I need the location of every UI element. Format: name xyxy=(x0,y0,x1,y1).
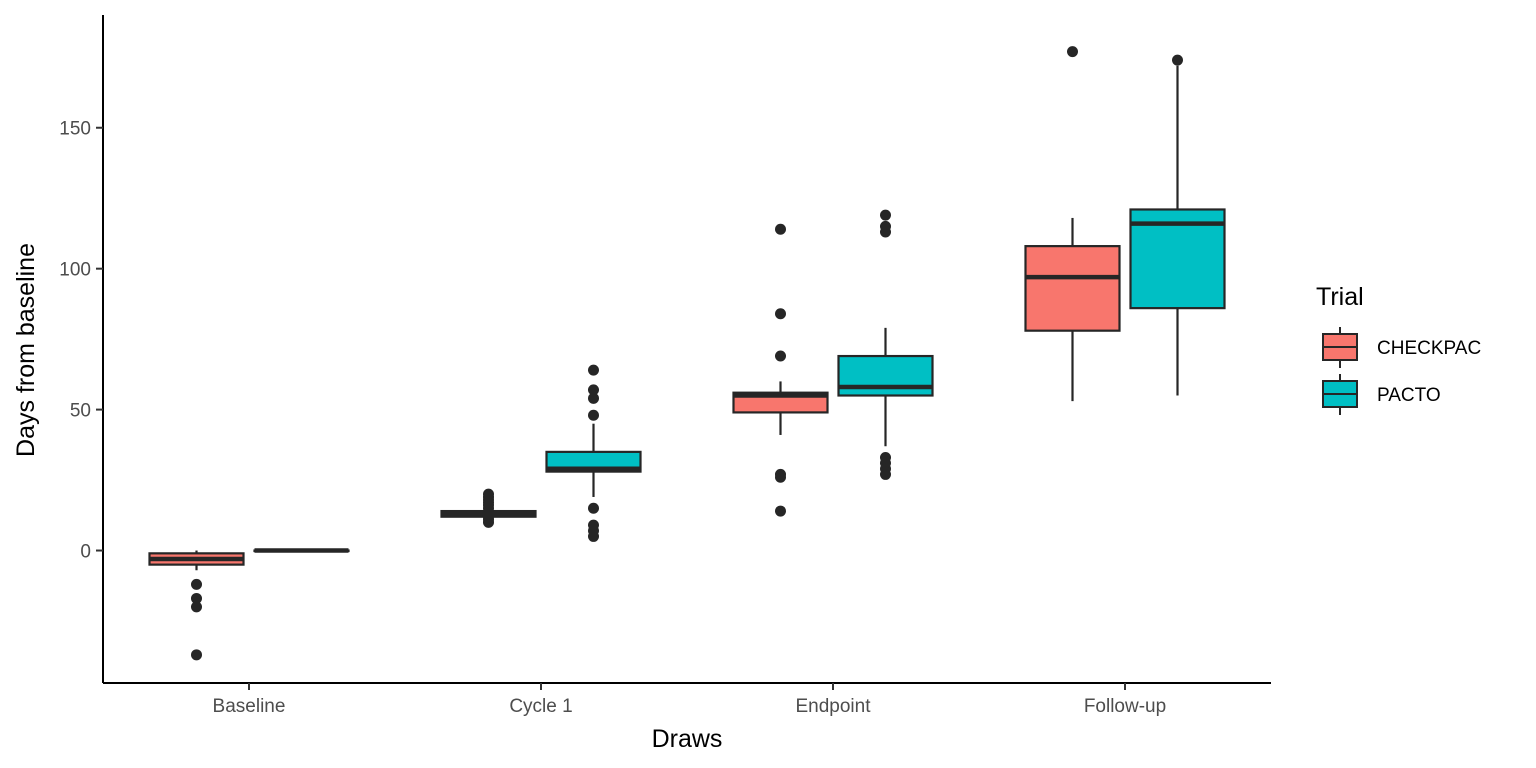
outlier-point xyxy=(588,392,599,404)
outlier-point xyxy=(880,452,891,464)
x-axis: Baseline Cycle 1 Endpoint Follow-up xyxy=(103,682,1271,717)
outlier-point xyxy=(775,308,786,320)
iqr-box xyxy=(1024,245,1121,332)
box-pacto-cycle-1 xyxy=(545,364,642,542)
legend-title: Trial xyxy=(1316,283,1364,311)
y-tick-label: 50 xyxy=(70,401,91,422)
outlier-point xyxy=(880,209,891,221)
outlier-point xyxy=(1067,46,1078,58)
iqr-box xyxy=(1129,208,1226,310)
outlier-point xyxy=(588,502,599,514)
outlier-point xyxy=(588,519,599,531)
outlier-point xyxy=(191,592,202,604)
box-checkpac-baseline xyxy=(148,550,245,661)
x-tick-label: Follow-up xyxy=(1084,696,1166,717)
outlier-point xyxy=(588,384,599,396)
outlier-point xyxy=(1172,54,1183,66)
x-tick-label: Cycle 1 xyxy=(509,696,572,717)
box-checkpac-endpoint xyxy=(732,223,829,517)
box-pacto-endpoint xyxy=(837,209,934,480)
legend-label: CHECKPAC xyxy=(1377,338,1481,359)
outlier-point xyxy=(880,220,891,232)
x-tick-label: Baseline xyxy=(213,696,286,717)
outlier-point xyxy=(588,364,599,376)
legend-label: PACTO xyxy=(1377,385,1441,406)
box-checkpac-follow-up xyxy=(1024,46,1121,402)
x-axis-title: Draws xyxy=(652,725,723,753)
outlier-point xyxy=(191,601,202,613)
legend: Trial CHECKPAC PACTO xyxy=(1316,283,1481,415)
outlier-point xyxy=(191,578,202,590)
y-tick-label: 100 xyxy=(59,260,91,281)
y-tick-label: 150 xyxy=(59,119,91,140)
outlier-point xyxy=(483,511,494,523)
outlier-point xyxy=(191,649,202,661)
outlier-point xyxy=(775,468,786,480)
legend-item-pacto: PACTO xyxy=(1322,374,1441,415)
iqr-box xyxy=(837,354,934,397)
outlier-point xyxy=(775,505,786,517)
x-tick-label: Endpoint xyxy=(795,696,871,717)
outlier-point xyxy=(483,488,494,500)
box-pacto-follow-up xyxy=(1129,54,1226,396)
y-axis: 0 50 100 150 xyxy=(59,15,104,683)
outlier-point xyxy=(775,350,786,362)
outlier-point xyxy=(588,409,599,421)
y-axis-title: Days from baseline xyxy=(12,243,40,457)
box-pacto-baseline xyxy=(253,548,350,553)
y-tick-label: 0 xyxy=(80,542,91,563)
outlier-point xyxy=(775,223,786,235)
legend-item-checkpac: CHECKPAC xyxy=(1322,327,1481,368)
box-checkpac-cycle-1 xyxy=(440,488,537,528)
plot-area xyxy=(148,46,1226,661)
